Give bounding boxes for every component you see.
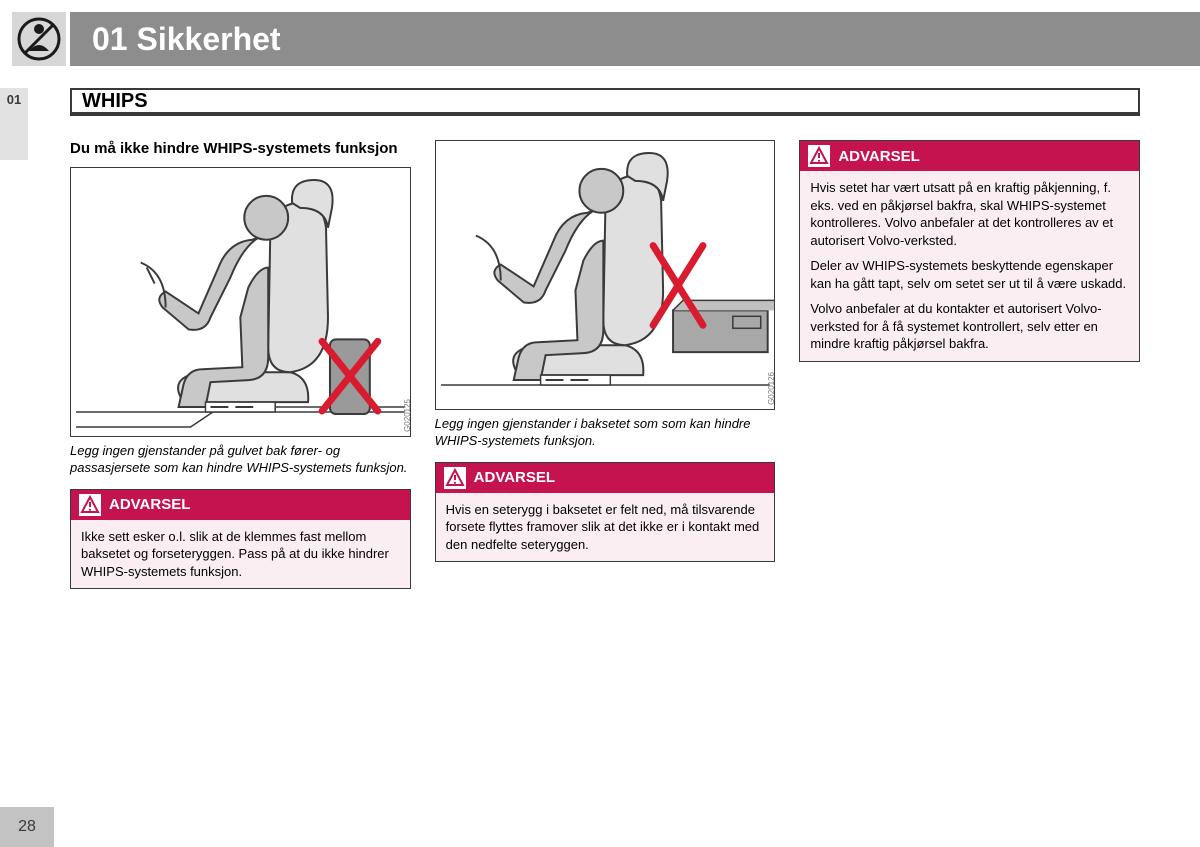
col2-caption: Legg ingen gjenstander i baksetet som so… [435, 416, 776, 450]
column-2: G020126 Legg ingen gjenstander i baksete… [435, 140, 776, 603]
warning-head-2: ADVARSEL [436, 463, 775, 493]
seat-illustration-1 [71, 168, 410, 437]
column-3: ADVARSEL Hvis setet har vært utsatt på e… [799, 140, 1140, 603]
figure-code-1: G020125 [403, 399, 412, 432]
col1-heading: Du må ikke hindre WHIPS-systemets funksj… [70, 140, 411, 159]
figure-rear-seat-object: G020126 [435, 140, 776, 410]
chapter-title-bar: 01 Sikkerhet [70, 12, 1200, 66]
side-tab-label: 01 [7, 92, 21, 107]
col1-caption: Legg ingen gjenstander på gulvet bak før… [70, 443, 411, 477]
warning-box-1: ADVARSEL Ikke sett esker o.l. slik at de… [70, 489, 411, 590]
warning-label-1: ADVARSEL [109, 496, 190, 513]
warning-body-1: Ikke sett esker o.l. slik at de klemmes … [71, 520, 410, 589]
warning-body-2: Hvis en seterygg i baksetet er felt ned,… [436, 493, 775, 562]
warn1-p1: Ikke sett esker o.l. slik at de klemmes … [81, 528, 400, 581]
chapter-title: 01 Sikkerhet [92, 21, 281, 58]
warning-box-3: ADVARSEL Hvis setet har vært utsatt på e… [799, 140, 1140, 362]
warning-body-3: Hvis setet har vært utsatt på en kraftig… [800, 171, 1139, 361]
page-number-box: 28 [0, 807, 54, 847]
section-title: WHIPS [82, 90, 148, 113]
warning-triangle-icon [444, 467, 466, 489]
warning-head-1: ADVARSEL [71, 490, 410, 520]
figure-floor-object: G020125 [70, 167, 411, 437]
warning-box-2: ADVARSEL Hvis en seterygg i baksetet er … [435, 462, 776, 563]
warn3-p1: Hvis setet har vært utsatt på en kraftig… [810, 179, 1129, 249]
seatbelt-notice-icon [12, 12, 66, 66]
column-1: Du må ikke hindre WHIPS-systemets funksj… [70, 140, 411, 603]
figure-code-2: G020126 [767, 372, 776, 405]
section-title-bar: WHIPS [70, 88, 1140, 116]
warn3-p2: Deler av WHIPS-systemets beskyttende ege… [810, 257, 1129, 292]
warning-head-3: ADVARSEL [800, 141, 1139, 171]
warn3-p3: Volvo anbefaler at du kontakter et autor… [810, 300, 1129, 353]
side-tab: 01 [0, 88, 28, 160]
warning-label-3: ADVARSEL [838, 148, 919, 165]
warning-triangle-icon [808, 145, 830, 167]
page-number: 28 [18, 818, 36, 836]
warning-label-2: ADVARSEL [474, 469, 555, 486]
warn2-p1: Hvis en seterygg i baksetet er felt ned,… [446, 501, 765, 554]
seat-illustration-2 [436, 141, 775, 410]
warning-triangle-icon [79, 494, 101, 516]
content-columns: Du må ikke hindre WHIPS-systemets funksj… [70, 140, 1140, 603]
